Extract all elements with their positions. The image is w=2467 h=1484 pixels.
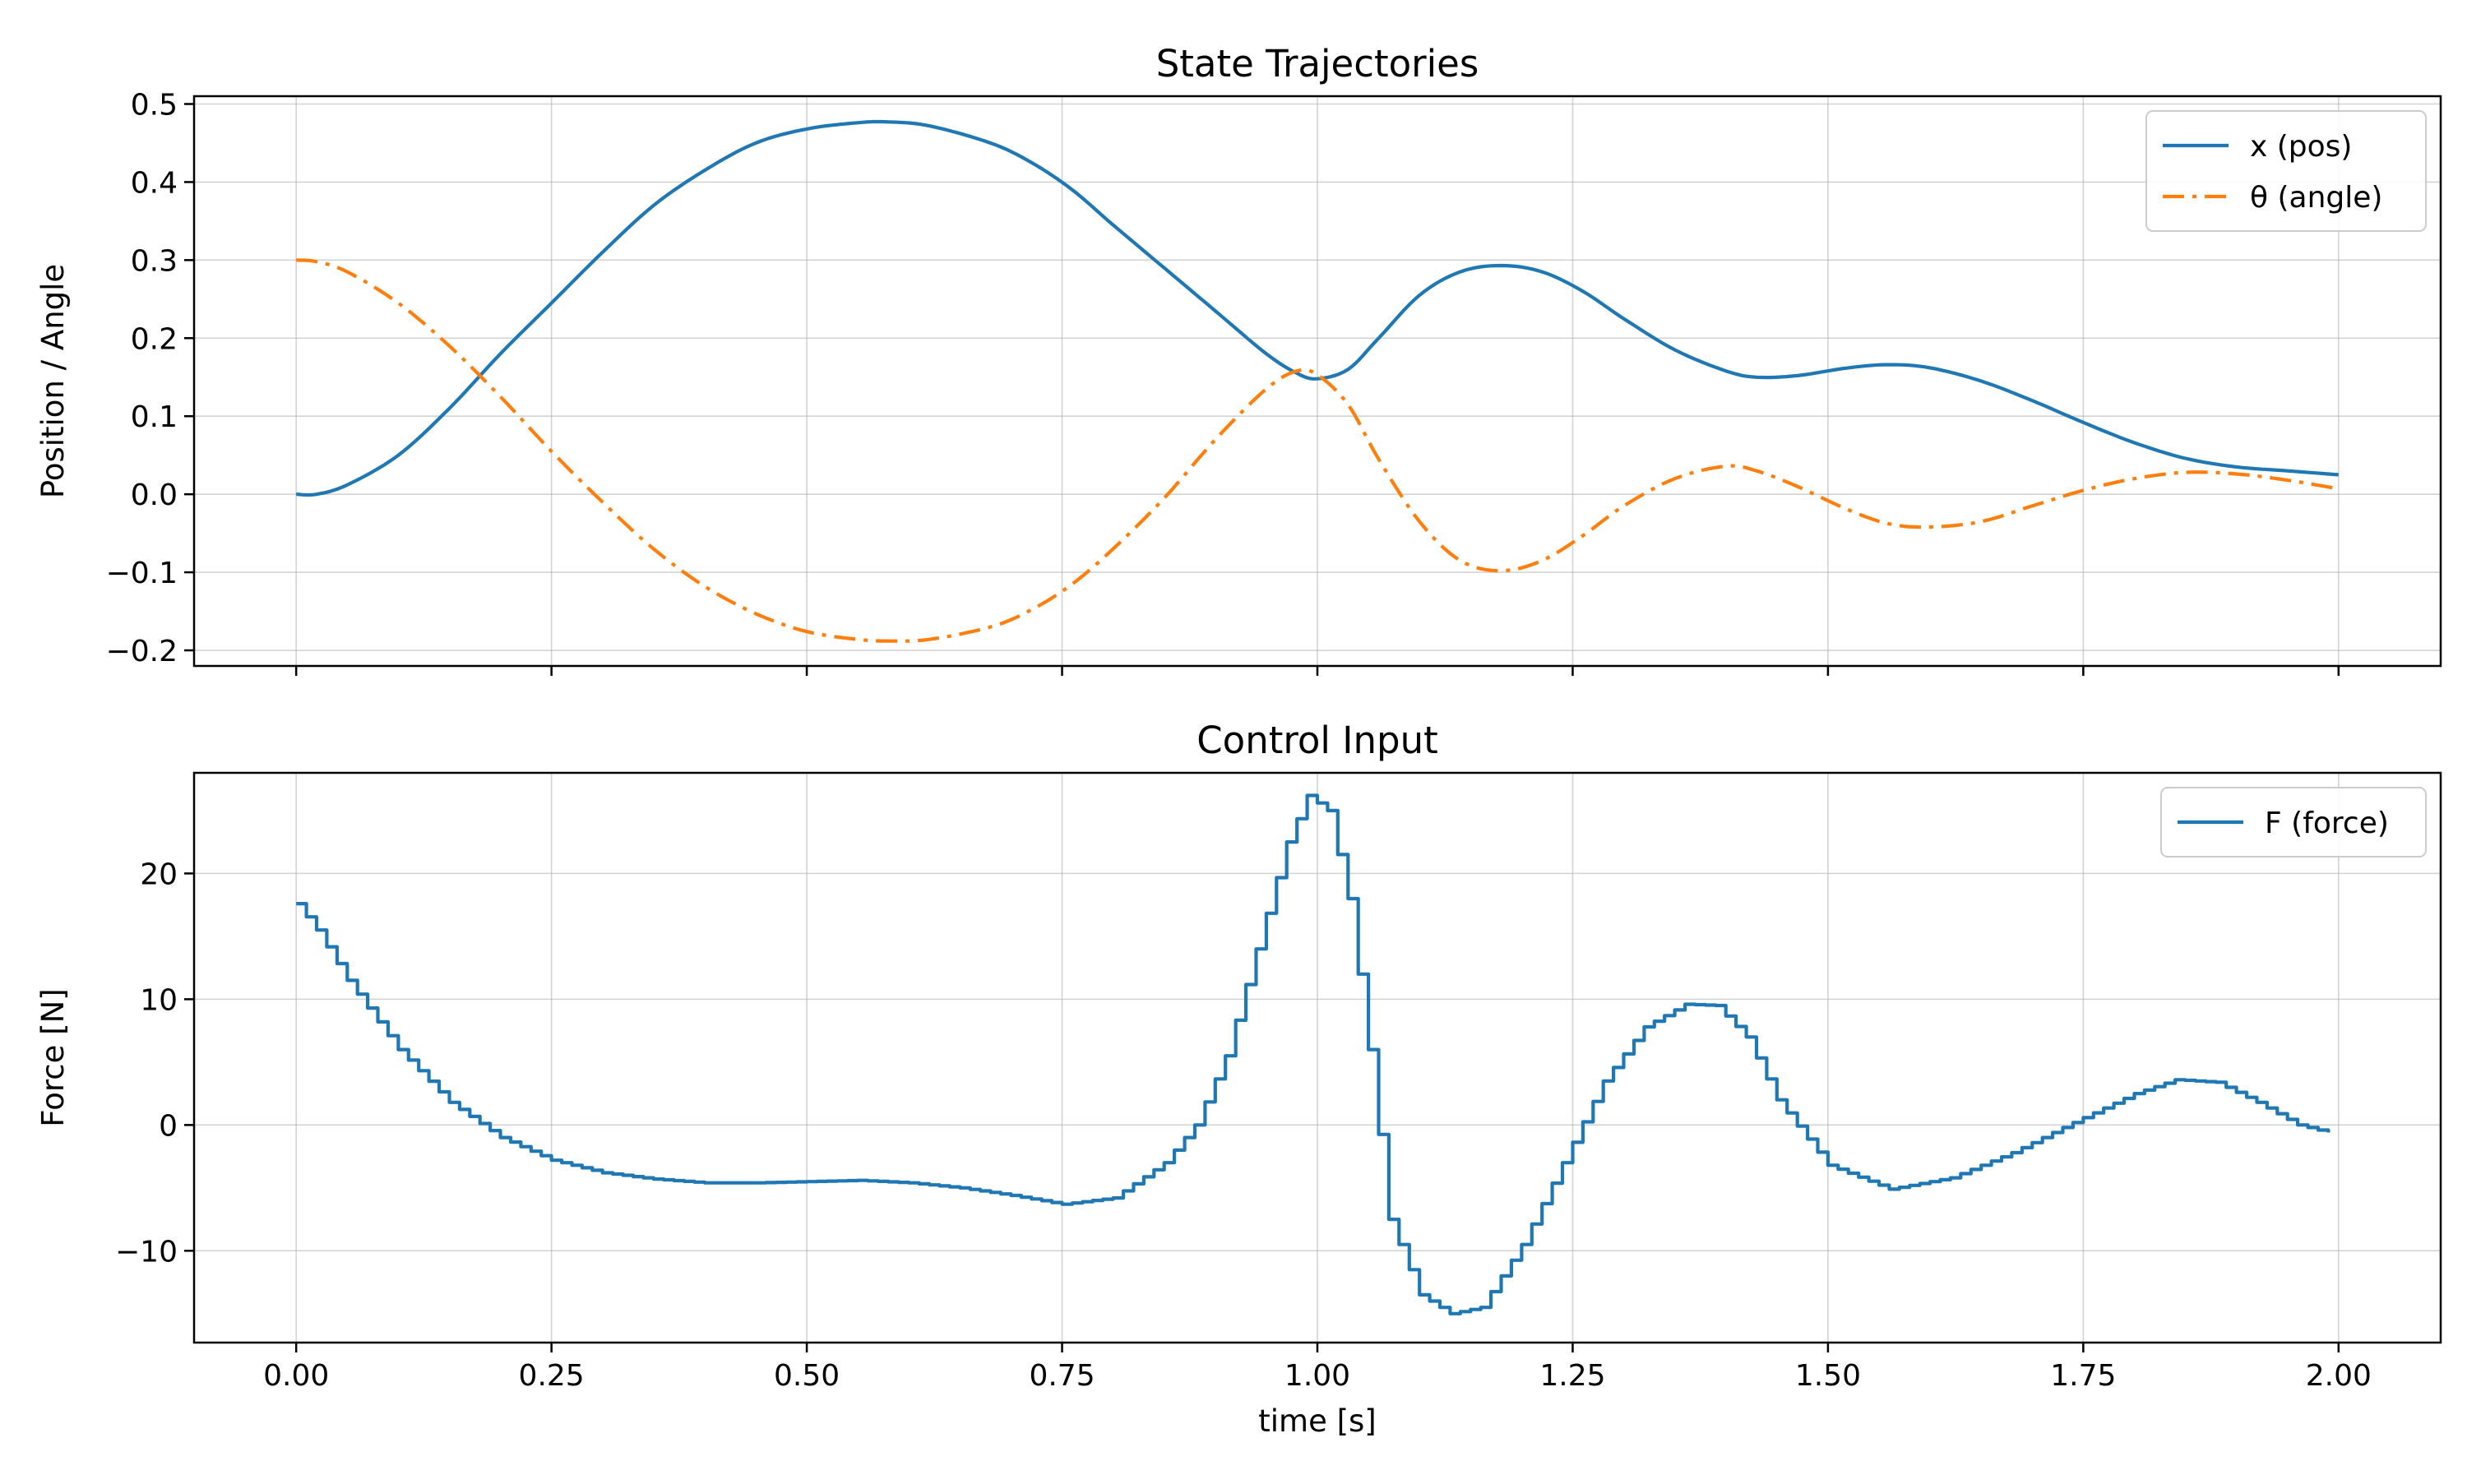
y-tick-label: 0.2 (131, 322, 178, 356)
panel-1: −0.2 −0.1 0.0 0.1 0.2 0.3 0.4 0.5 State Trajecto… (35, 42, 2442, 676)
series-line-1 (295, 119, 2339, 497)
y-tick-label: 20 (140, 858, 178, 891)
x-tick-label: 0.50 (774, 1359, 840, 1393)
x-tick-label: 0.25 (519, 1359, 585, 1393)
legend-box (2160, 787, 2427, 858)
y-tick-label: 0 (159, 1109, 178, 1143)
x-tick-label: 0.00 (263, 1359, 329, 1393)
y-axis-label: Force [N] (35, 988, 71, 1126)
y-tick-label: 0.3 (131, 244, 178, 278)
x-axis-label: time [s] (1258, 1403, 1377, 1439)
legend-label: F (force) (2265, 807, 2389, 840)
y-axis-label: Position / Angle (35, 264, 71, 498)
y-tick-label: 0.1 (131, 400, 178, 434)
chart-title: Control Input (1196, 719, 1438, 762)
series-group (296, 793, 2330, 1315)
legend-label: x (pos) (2250, 130, 2352, 164)
y-tick-label: 0.5 (131, 88, 178, 122)
x-tick-label: 1.00 (1284, 1359, 1350, 1393)
y-tick-label: −0.1 (106, 557, 178, 590)
y-tick-label: 10 (140, 983, 178, 1017)
x-tick-label: 2.00 (2306, 1359, 2372, 1393)
y-tick-label: 0.0 (131, 478, 178, 512)
x-tick-label: 1.25 (1539, 1359, 1605, 1393)
x-tick-label: 0.75 (1029, 1359, 1095, 1393)
legend: F (force) (2160, 787, 2427, 858)
panel-2: 0.00 0.25 0.50 0.75 1.00 1.25 1.50 1.75 2.00 −10 0… (35, 719, 2442, 1439)
series-line-1 (296, 793, 2330, 1315)
legend-label: θ (angle) (2250, 181, 2382, 215)
y-tick-label: −0.2 (106, 635, 178, 668)
x-tick-label: 1.75 (2050, 1359, 2116, 1393)
y-tick-label: −10 (115, 1235, 178, 1269)
x-tick-label: 1.50 (1795, 1359, 1861, 1393)
chart-title: State Trajectories (1156, 42, 1479, 86)
legend: x (pos) θ (angle) (2145, 110, 2427, 232)
legend-box (2145, 110, 2427, 232)
series-line-2 (295, 258, 2340, 643)
series-group (295, 119, 2340, 643)
y-tick-label: 0.4 (131, 166, 178, 200)
